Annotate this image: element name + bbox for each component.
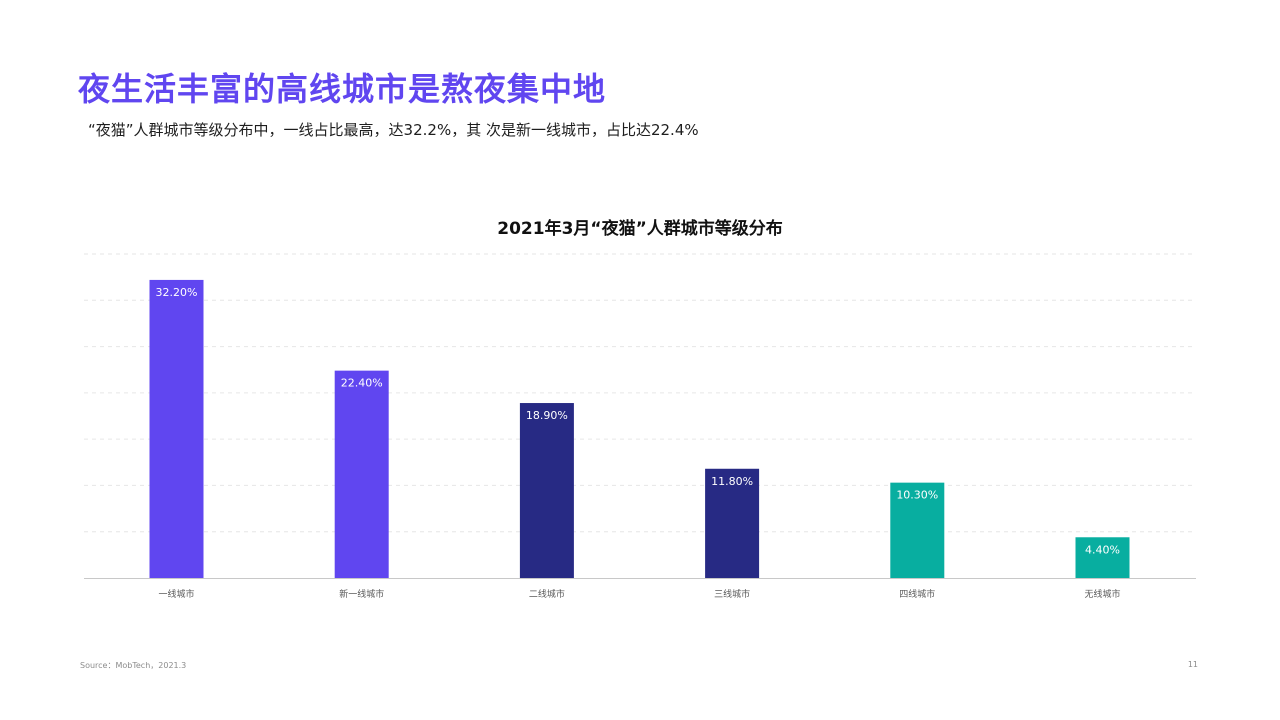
data-label: 22.40% — [341, 377, 383, 390]
data-label: 4.40% — [1085, 543, 1120, 556]
category-label: 新一线城市 — [339, 588, 384, 600]
category-label: 无线城市 — [1084, 588, 1120, 600]
bar — [1075, 537, 1130, 578]
category-label: 三线城市 — [714, 588, 750, 600]
page-subtitle: “夜猫”人群城市等级分布中，一线占比最高，达32.2%，其 次是新一线城市，占比… — [88, 121, 699, 139]
data-label: 10.30% — [896, 489, 938, 502]
bar — [890, 482, 945, 578]
bar — [705, 468, 760, 578]
source-note: Source：MobTech，2021.3 — [80, 661, 187, 670]
data-label: 32.20% — [156, 286, 198, 299]
category-label: 四线城市 — [899, 588, 935, 600]
chart-title: 2021年3月“夜猫”人群城市等级分布 — [497, 219, 783, 239]
page-title: 夜生活丰富的高线城市是熬夜集中地 — [78, 70, 607, 108]
category-label: 二线城市 — [529, 588, 565, 600]
page-number: 11 — [1187, 660, 1198, 669]
bar — [149, 279, 204, 578]
data-label: 18.90% — [526, 409, 568, 422]
bar — [519, 403, 574, 578]
bar — [334, 370, 389, 578]
category-label: 一线城市 — [158, 588, 194, 600]
data-label: 11.80% — [711, 475, 753, 488]
